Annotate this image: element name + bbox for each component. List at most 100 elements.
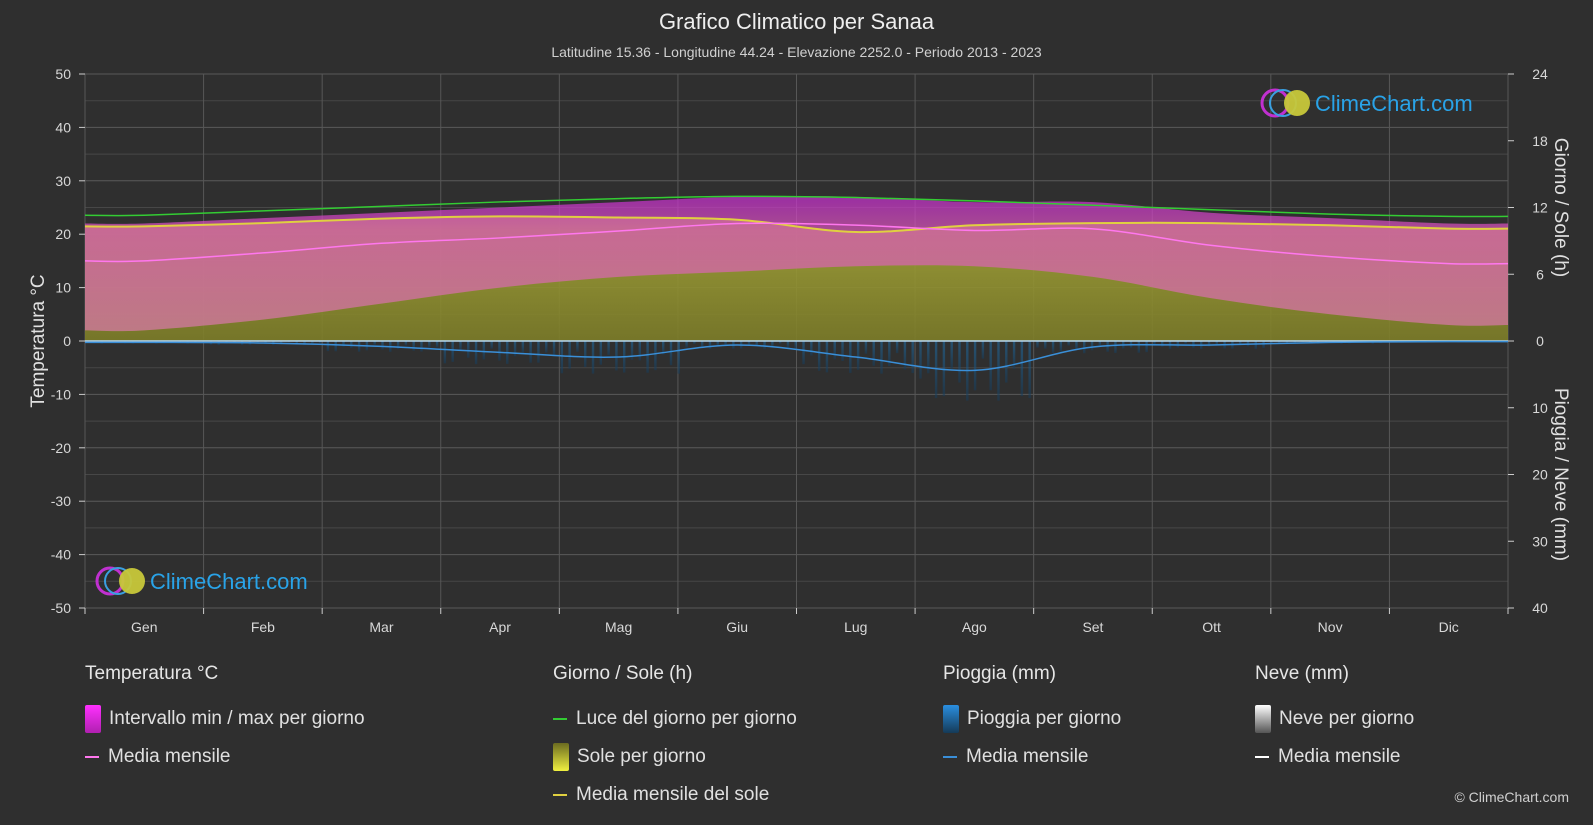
legend-label: Sole per giorno — [577, 746, 706, 767]
logo-sun-icon — [119, 568, 145, 594]
left-tick-label: 40 — [55, 119, 71, 135]
right-top-tick-label: 24 — [1532, 66, 1548, 82]
left-tick-label: 30 — [55, 173, 71, 189]
rain-daily-bar — [950, 341, 953, 369]
legend-label: Neve per giorno — [1279, 708, 1415, 729]
rain-daily-bar — [1215, 341, 1219, 345]
rain-daily-bar — [342, 341, 345, 347]
rain-daily-bar — [490, 341, 493, 349]
rain-daily-bar — [989, 341, 992, 391]
rain-daily-bar — [599, 341, 603, 365]
rain-daily-bar — [537, 341, 540, 363]
daylight-line — [84, 195, 1509, 218]
white-line-swatch — [1255, 756, 1269, 758]
rain-daily-bar — [1184, 341, 1187, 344]
rain-daily-bar — [443, 341, 447, 364]
left-tick-label: -20 — [51, 440, 71, 456]
rain-daily-bar — [778, 341, 782, 344]
rain-daily-bar — [1028, 341, 1031, 399]
legend-label: Media mensile — [1278, 746, 1401, 767]
legend-item-daylight: Luce del giorno per giorno — [553, 700, 797, 738]
rain-daily-bar — [934, 341, 938, 399]
right-top-tick-label: 0 — [1536, 333, 1544, 349]
rain-daily-bar — [303, 341, 306, 346]
rain-daily-bar — [1036, 341, 1039, 348]
rain-daily-bar — [1075, 341, 1078, 351]
legend-snow-heading: Neve (mm) — [1255, 663, 1349, 684]
copyright: © ClimeChart.com — [1454, 789, 1569, 805]
rain-daily-bar — [459, 341, 462, 351]
climate-chart: 50 40 30 20 10 0 -10 -20 -30 -40 -50 24 18 12 6 0 10 20 30… — [28, 66, 1571, 635]
rain-daily-bar — [1012, 341, 1016, 369]
rain-daily-bar — [334, 341, 337, 352]
rain-daily-bar — [318, 341, 322, 343]
legend-item-temp-mean: Media mensile — [85, 738, 365, 776]
legend-item-snow-daily: Neve per giorno — [1255, 700, 1414, 738]
legend-sun-heading: Giorno / Sole (h) — [553, 663, 693, 684]
legend-label: Media mensile — [108, 746, 231, 767]
rain-daily-bar — [888, 341, 891, 367]
watermark-logo-bottom: ClimeChart.com — [95, 566, 308, 596]
right-bottom-tick-label: 40 — [1532, 600, 1548, 616]
white-box-swatch — [1255, 705, 1271, 733]
rain-daily-bar — [1293, 341, 1296, 344]
rain-daily-bar — [568, 341, 571, 369]
rain-daily-bar — [1254, 341, 1257, 350]
rain-daily-bar — [420, 341, 423, 352]
left-tick-label: -40 — [51, 547, 71, 563]
rain-daily-bar — [763, 341, 766, 350]
legend-rain: Pioggia (mm) Pioggia per giorno Media me… — [943, 663, 1121, 776]
temperature-range-band — [85, 196, 1508, 332]
rain-daily-bar — [825, 341, 829, 373]
rain-daily-bar — [1059, 341, 1063, 352]
rain-daily-bar — [903, 341, 907, 370]
rain-daily-bar — [669, 341, 673, 366]
left-tick-label: -30 — [51, 493, 71, 509]
legend-item-temp-range: Intervallo min / max per giorno — [85, 700, 365, 738]
rain-daily-bar — [311, 341, 314, 344]
rain-daily-bar — [451, 341, 454, 362]
left-tick-label: 20 — [55, 226, 71, 242]
right-top-axis-title: Giorno / Sole (h) — [1550, 138, 1571, 277]
rain-daily-bar — [428, 341, 431, 348]
rain-daily-bar — [404, 341, 408, 346]
right-bottom-tick-label: 10 — [1532, 400, 1548, 416]
watermark-logo-top: ClimeChart.com — [1260, 88, 1473, 118]
rain-daily-bar — [545, 341, 548, 353]
month-label: Nov — [1318, 619, 1343, 635]
temperature-mean-line — [84, 222, 1509, 265]
legend-temperature-heading: Temperatura °C — [85, 663, 219, 684]
rain-daily-bar — [396, 341, 400, 350]
rain-daily-bar — [412, 341, 415, 351]
legend-label: Luce del giorno per giorno — [576, 708, 797, 729]
rain-daily-bar — [1020, 341, 1024, 397]
left-tick-label: 0 — [63, 333, 71, 349]
legend-label: Pioggia per giorno — [967, 708, 1122, 729]
rain-daily-bar — [576, 341, 579, 352]
left-tick-label: -50 — [51, 600, 71, 616]
rain-daily-bar — [1285, 341, 1289, 344]
rain-daily-bar — [1114, 341, 1117, 353]
rain-daily-bar — [755, 341, 758, 347]
month-label: Gen — [131, 619, 157, 635]
rain-daily-bar — [1207, 341, 1211, 347]
rain-daily-bar — [646, 341, 649, 373]
green-line-swatch — [553, 718, 567, 720]
rain-daily-bar — [1005, 341, 1008, 383]
rain-daily-bar — [841, 341, 844, 361]
rain-daily-bar — [856, 341, 860, 370]
rain-daily-bar — [1067, 341, 1070, 346]
rain-daily-bar — [864, 341, 868, 354]
rain-daily-bar — [973, 341, 977, 391]
rain-daily-bar — [708, 341, 712, 350]
legend-item-sun-mean: Media mensile del sole — [553, 776, 797, 814]
chart-subtitle: Latitudine 15.36 - Longitudine 44.24 - E… — [551, 44, 1042, 60]
rain-daily-bar — [630, 341, 634, 360]
rain-daily-bar — [326, 341, 330, 352]
legend-item-sunshine: Sole per giorno — [553, 738, 797, 776]
rain-daily-bar — [700, 341, 704, 349]
rain-daily-bar — [677, 341, 680, 374]
rain-daily-bar — [1098, 341, 1102, 346]
rain-daily-bar — [498, 341, 501, 361]
rain-daily-bar — [919, 341, 922, 379]
